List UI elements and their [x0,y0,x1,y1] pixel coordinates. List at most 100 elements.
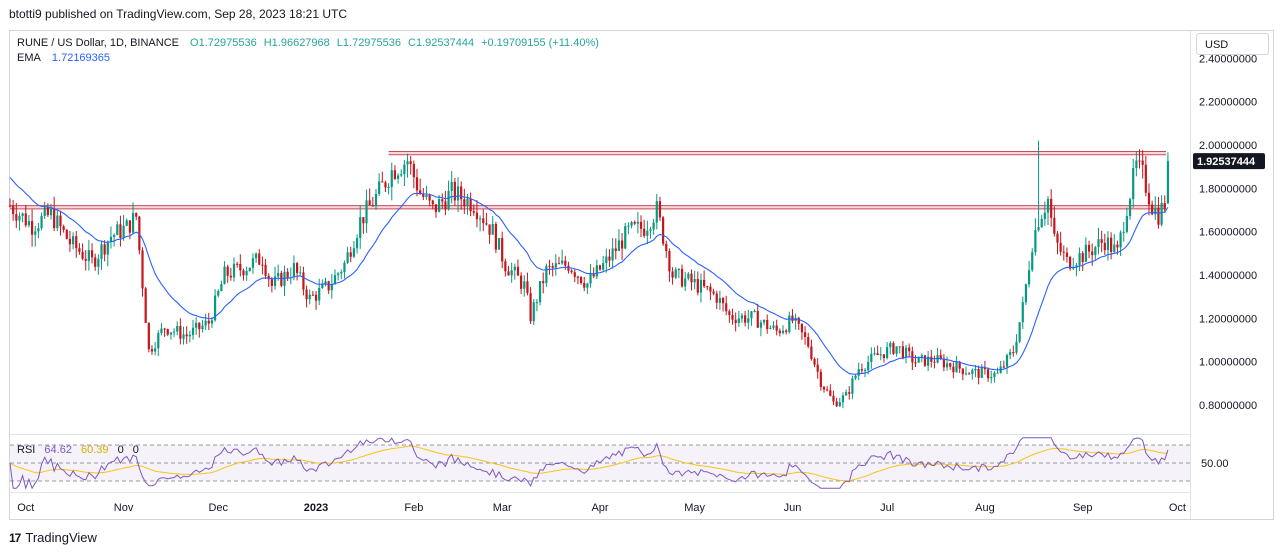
candle-body [1009,352,1012,356]
candle-body [179,325,182,339]
candle-body [1087,244,1091,252]
candle-body [570,270,573,273]
candle-body [703,279,706,287]
rsi-value: 64.62 [44,444,72,456]
candle-body [217,291,220,296]
candle-body [614,248,617,252]
candle-body [21,213,24,216]
zone-mask [10,150,389,157]
ohlc-row: RUNE / US Dollar, 1D, BINANCE O1.7297553… [17,36,606,51]
symbol-label[interactable]: RUNE / US Dollar, 1D, BINANCE [17,37,179,49]
candle-body [90,250,94,258]
candle-body [321,283,324,288]
candle-body [106,241,109,255]
candle-body [725,303,728,312]
candle-body [314,294,318,301]
currency-button[interactable]: USD [1196,33,1269,55]
candle-body [1018,322,1021,342]
candle-body [690,273,693,283]
candle-body [602,263,605,270]
candle-body [693,279,696,283]
rsi-tick-label: 50.00 [1201,458,1229,470]
x-tick-label: Oct [1169,502,1186,514]
candle-body [229,275,232,278]
candle-body [472,211,475,213]
candle-body [684,278,687,287]
candle-body [1065,252,1069,257]
candle-body [463,199,466,207]
candle-body [488,224,491,235]
candle-body [144,288,147,323]
candle-body [835,401,838,407]
y-tick-label: 1.80000000 [1199,183,1257,195]
candle-body [403,164,406,175]
candle-body [516,266,520,276]
candle-body [182,334,185,339]
candle-body [535,302,539,304]
candle-body [1005,355,1009,367]
candle-body [980,367,983,378]
ema-label[interactable]: EMA [17,52,41,64]
candle-body [49,208,53,216]
candle-body [1166,161,1170,204]
candle-body [1100,239,1103,243]
candle-body [466,198,469,207]
candle-body [198,322,201,330]
candle-body [964,373,968,375]
rsi-legend: RSI 64.62 60.39 0 0 [17,444,145,456]
candle-body [251,258,255,268]
rsi-label[interactable]: RSI [17,444,36,456]
candle-body [384,182,387,188]
candle-body [1103,242,1106,251]
candle-body [870,353,873,362]
candle-body [579,276,583,284]
candle-body [762,319,766,323]
candle-body [18,215,21,221]
candle-body [832,395,835,402]
candle-body [829,390,832,396]
candle-body [337,273,340,276]
candle-body [889,343,892,348]
candle-body [513,266,516,271]
candle-body [810,346,813,359]
candle-body [643,228,646,236]
ema-row: EMA 1.72169365 [17,51,606,66]
candle-body [854,375,857,379]
candle-body [497,238,501,250]
candle-body [34,231,37,235]
candle-body [750,311,753,319]
candle-body [1059,242,1062,252]
candle-body [1135,160,1138,169]
candle-body [242,270,245,276]
x-tick-label: Nov [114,502,134,514]
candle-body [68,238,72,245]
candle-body [450,181,453,191]
candle-body [419,190,422,194]
candle-body [876,353,879,356]
footer-brand[interactable]: 17 TradingView [9,530,97,545]
resistance-zone-fill [10,151,1166,155]
candle-body [564,260,567,266]
candle-body [608,256,611,261]
candle-body [605,256,608,264]
candle-body [551,265,554,268]
candle-body [529,293,532,322]
candle-body [264,264,267,276]
candle-body [747,318,750,323]
candle-body [1040,218,1043,228]
candle-body [772,325,775,328]
candle-body [381,181,384,183]
candle-body [721,298,725,304]
candle-body [822,386,826,390]
candle-body [545,265,548,284]
candle-body [318,287,321,301]
candle-body [538,281,542,303]
candle-body [1062,251,1065,253]
candle-body [661,217,665,244]
candle-body [718,298,721,303]
candle-body [658,201,662,218]
candle-body [286,271,289,278]
candle-body [627,225,630,227]
candle-body [59,215,62,227]
